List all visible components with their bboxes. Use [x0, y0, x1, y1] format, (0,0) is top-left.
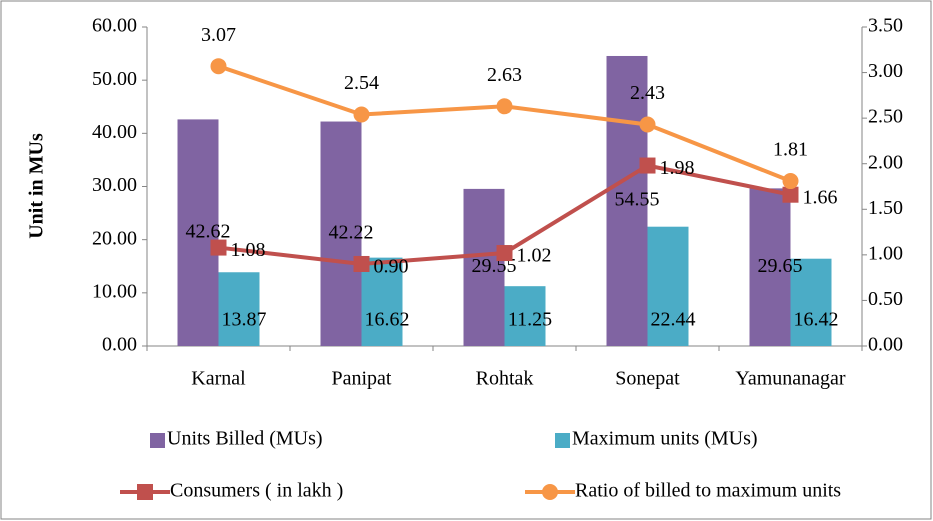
- bar: [218, 272, 260, 346]
- data-label: 2.54: [344, 72, 379, 94]
- data-label: 42.62: [186, 220, 231, 242]
- data-label: 13.87: [222, 309, 267, 331]
- data-label: 2.43: [630, 82, 665, 104]
- bar: [504, 286, 546, 346]
- bar: [177, 119, 219, 347]
- bar: [320, 121, 362, 346]
- legend-label: Maximum units (MUs): [572, 428, 758, 450]
- y2-tick-label: 0.00: [868, 334, 903, 356]
- data-label: 16.62: [365, 309, 410, 331]
- marker: [353, 106, 370, 123]
- legend-label: Units Billed (MUs): [167, 428, 323, 450]
- data-label: 54.55: [615, 189, 660, 211]
- data-label: 1.98: [660, 157, 695, 179]
- bar: [361, 257, 403, 346]
- y2-tick-label: 0.50: [868, 288, 903, 310]
- y-tick-label: 60.00: [92, 15, 137, 37]
- data-label: 16.42: [794, 309, 839, 331]
- legend-swatch: [555, 433, 570, 448]
- y-tick-label: 50.00: [92, 68, 137, 90]
- y2-tick-label: 1.50: [868, 197, 903, 219]
- data-label: 11.25: [508, 309, 552, 331]
- data-label: 2.63: [487, 64, 522, 86]
- data-label: 22.44: [651, 309, 696, 331]
- bar: [606, 55, 648, 347]
- y-axis-label: Unit in MUs: [26, 133, 48, 239]
- y2-tick-label: 3.00: [868, 60, 903, 82]
- marker: [210, 58, 227, 75]
- y-tick-label: 0.00: [102, 334, 137, 356]
- data-label: 1.81: [773, 139, 808, 161]
- x-tick-label: Yamunanagar: [735, 368, 846, 390]
- y-tick-label: 40.00: [92, 121, 137, 143]
- legend-swatch: [137, 484, 153, 500]
- y-tick-label: 20.00: [92, 227, 137, 249]
- x-tick-label: Rohtak: [476, 368, 534, 390]
- bar: [790, 258, 832, 346]
- x-tick-label: Panipat: [332, 368, 392, 390]
- marker: [782, 173, 799, 190]
- marker: [639, 157, 656, 174]
- marker: [210, 239, 227, 256]
- data-label: 1.02: [517, 245, 552, 267]
- x-tick-label: Sonepat: [615, 368, 680, 390]
- legend-swatch: [542, 484, 558, 500]
- marker: [496, 245, 513, 262]
- marker: [496, 98, 513, 115]
- y2-tick-label: 2.50: [868, 106, 903, 128]
- data-label: 29.65: [758, 255, 803, 277]
- legend-swatch: [150, 433, 165, 448]
- y2-tick-label: 3.50: [868, 15, 903, 37]
- y-tick-label: 10.00: [92, 280, 137, 302]
- marker: [782, 186, 799, 203]
- x-tick-label: Karnal: [191, 368, 246, 390]
- data-label: 3.07: [201, 24, 236, 46]
- y-tick-label: 30.00: [92, 174, 137, 196]
- y2-tick-label: 1.00: [868, 242, 903, 264]
- data-label: 42.22: [329, 221, 374, 243]
- data-label: 1.08: [231, 239, 266, 261]
- legend-label: Ratio of billed to maximum units: [575, 480, 841, 502]
- marker: [353, 255, 370, 272]
- data-label: 0.90: [374, 256, 409, 278]
- bar: [749, 188, 791, 346]
- bar: [463, 188, 505, 346]
- data-label: 1.66: [803, 186, 838, 208]
- legend-label: Consumers ( in lakh ): [170, 480, 343, 502]
- bar: [647, 226, 689, 346]
- y2-tick-label: 2.00: [868, 151, 903, 173]
- marker: [639, 116, 656, 133]
